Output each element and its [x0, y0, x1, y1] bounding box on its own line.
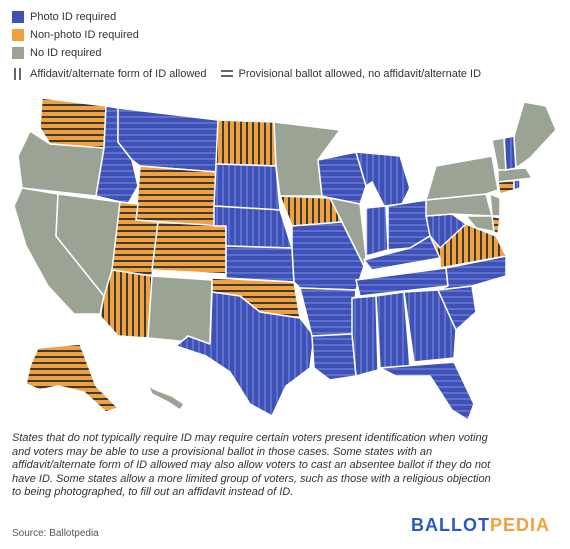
horizontal-stripes-icon — [220, 70, 233, 77]
state-new-york — [425, 155, 499, 201]
legend-nonphoto-id-label: Non-photo ID required — [30, 29, 139, 41]
state-nebraska — [213, 205, 293, 249]
legend-no-id: No ID required — [12, 44, 139, 62]
legend-provisional-label: Provisional ballot allowed, no affidavit… — [238, 68, 482, 80]
state-new-mexico — [147, 275, 213, 345]
state-mississippi — [351, 295, 379, 377]
source-credit: Source: Ballotpedia — [12, 528, 99, 539]
state-louisiana — [311, 333, 357, 381]
state-maine — [513, 101, 557, 169]
legend-nonphoto-id: Non-photo ID required — [12, 26, 139, 44]
footnote: States that do not typically require ID … — [12, 432, 491, 499]
state-michigan — [355, 151, 411, 207]
ballotpedia-logo: BALLOTPEDIA — [411, 515, 550, 536]
state-massachusetts — [497, 167, 533, 183]
state-wyoming — [135, 165, 217, 227]
state-new-jersey — [489, 193, 501, 217]
photo-id-swatch — [12, 11, 24, 23]
state-delaware — [491, 215, 501, 235]
state-texas — [175, 291, 315, 417]
vertical-stripes-icon — [14, 68, 21, 80]
legend-affidavit-label: Affidavit/alternate form of ID allowed — [30, 68, 207, 80]
legend-photo-id-label: Photo ID required — [30, 11, 117, 23]
legend-patterns: Affidavit/alternate form of ID allowed P… — [12, 68, 481, 80]
state-kansas — [225, 245, 295, 283]
legend-photo-id: Photo ID required — [12, 8, 139, 26]
logo-part-pedia: PEDIA — [489, 515, 550, 535]
no-id-swatch — [12, 47, 24, 59]
state-colorado — [151, 221, 227, 275]
nonphoto-id-swatch — [12, 29, 24, 41]
legend: Photo ID required Non-photo ID required … — [12, 8, 139, 62]
legend-no-id-label: No ID required — [30, 47, 102, 59]
state-alaska — [25, 343, 119, 413]
state-south-dakota — [213, 163, 281, 211]
logo-part-ballot: BALLOT — [411, 515, 490, 535]
state-north-dakota — [215, 119, 277, 167]
state-rhode-island — [513, 179, 521, 191]
state-hawaii — [147, 385, 185, 411]
us-voter-id-map — [13, 97, 557, 421]
state-indiana — [365, 205, 389, 257]
state-georgia — [403, 289, 457, 363]
state-florida — [379, 361, 475, 421]
state-washington — [39, 97, 107, 149]
